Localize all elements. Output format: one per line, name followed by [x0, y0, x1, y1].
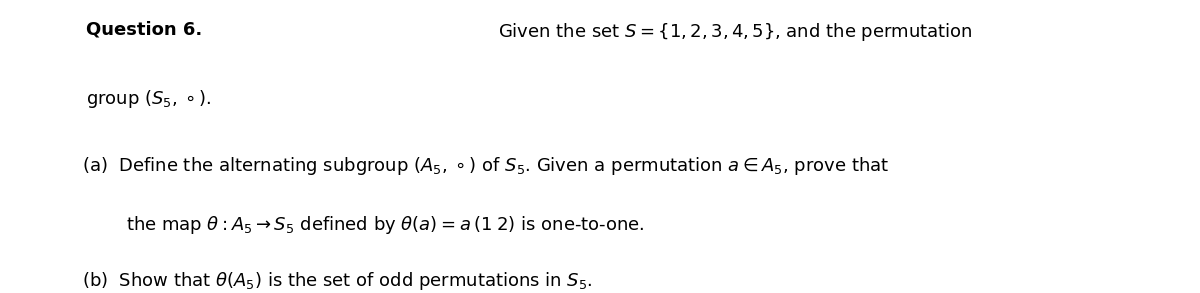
Text: (a)  Define the alternating subgroup $(A_5, \circ)$ of $S_5$. Given a permutatio: (a) Define the alternating subgroup $(A_…: [82, 155, 889, 177]
Text: (b)  Show that $\theta(A_5)$ is the set of odd permutations in $S_5$.: (b) Show that $\theta(A_5)$ is the set o…: [82, 270, 593, 292]
Text: Given the set $S = \{1, 2, 3, 4, 5\}$, and the permutation: Given the set $S = \{1, 2, 3, 4, 5\}$, a…: [498, 21, 973, 42]
Text: Question 6.: Question 6.: [86, 21, 203, 38]
Text: the map $\theta : A_5 \to S_5$ defined by $\theta(a) = a\,(1\;2)$ is one-to-one.: the map $\theta : A_5 \to S_5$ defined b…: [126, 214, 644, 236]
Text: group $(S_5, \circ)$.: group $(S_5, \circ)$.: [86, 88, 212, 110]
